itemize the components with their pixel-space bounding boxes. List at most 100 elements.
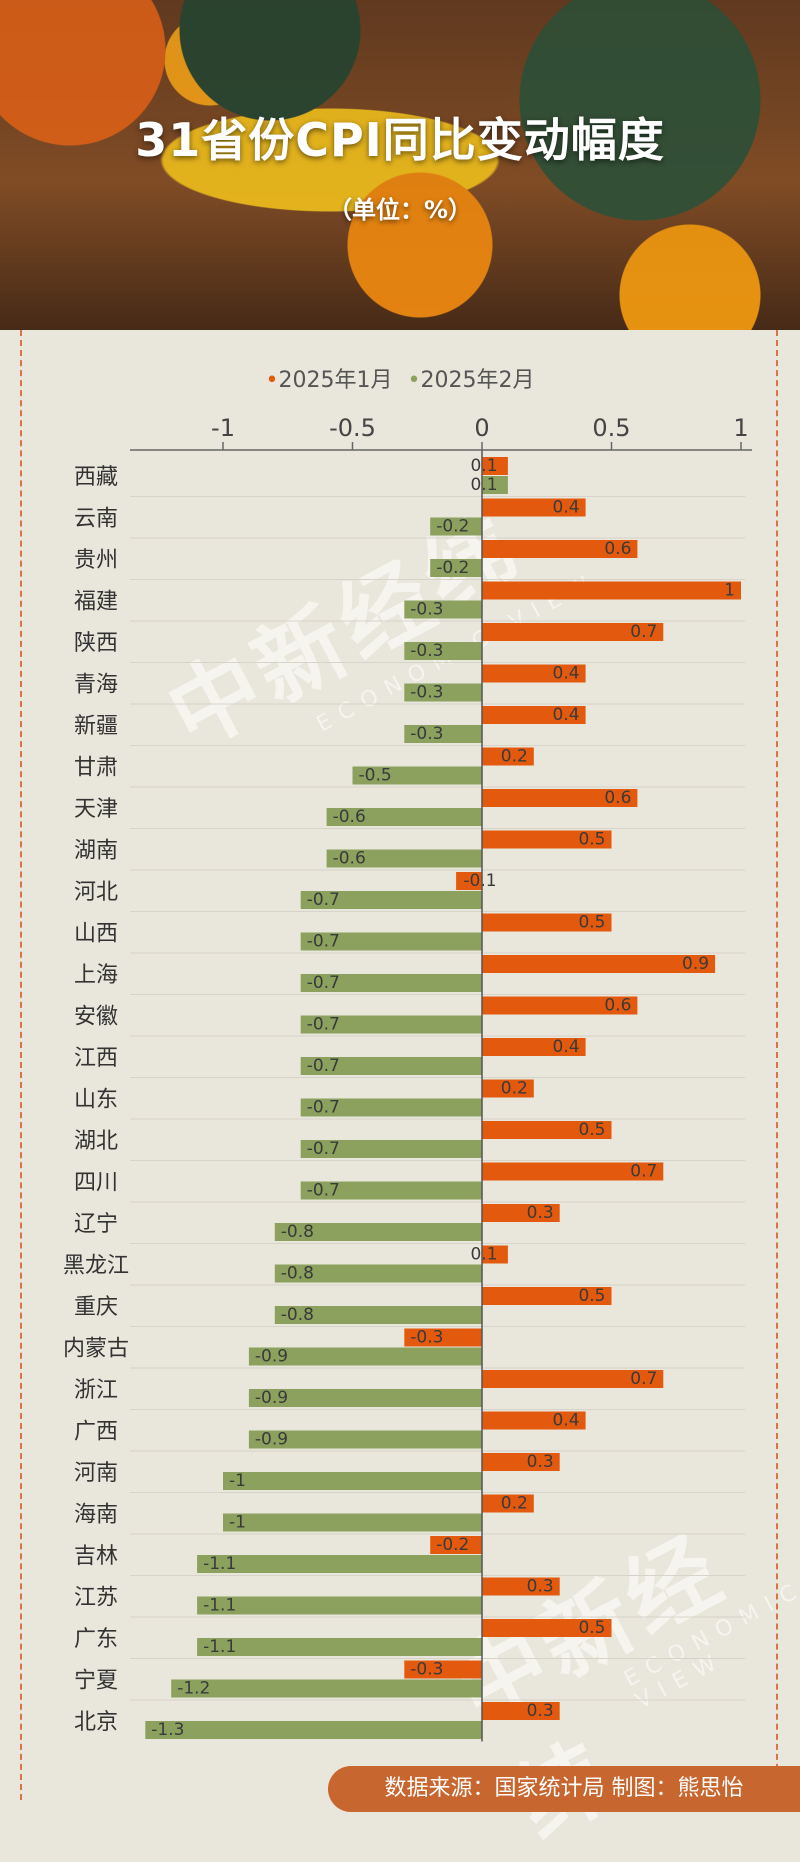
x-tick-label: 0.5: [592, 414, 630, 442]
category-label: 江苏: [74, 1585, 118, 1610]
bar-feb: [352, 766, 482, 785]
bar-jan: [482, 955, 716, 973]
bar-feb: [430, 517, 482, 536]
value-label-feb: -0.3: [410, 641, 443, 661]
bar-jan: [482, 664, 586, 683]
category-label: 福建: [74, 589, 118, 614]
chart-title: 31省份CPI同比变动幅度: [135, 113, 665, 167]
header-banner-shade: [0, 0, 800, 330]
bar-feb: [404, 683, 482, 702]
bar-feb: [145, 1721, 483, 1739]
category-label: 广西: [74, 1419, 118, 1444]
value-label-jan: 0.1: [470, 1245, 497, 1265]
value-label-feb: -0.7: [307, 1015, 340, 1035]
bar-feb: [197, 1596, 482, 1615]
category-label: 内蒙古: [63, 1336, 129, 1361]
value-label-jan: 0.5: [578, 1618, 605, 1638]
value-label-jan: 0.2: [501, 1494, 528, 1514]
legend-label-feb: 2025年2月: [420, 368, 535, 393]
bar-feb: [300, 932, 482, 951]
legend-dot-feb: •: [407, 368, 421, 393]
bar-feb: [248, 1347, 482, 1366]
bar-feb: [482, 476, 508, 494]
value-label-feb: -0.3: [410, 724, 443, 744]
value-label-jan: 0.2: [501, 1079, 528, 1099]
legend-dot-jan: •: [265, 368, 279, 393]
bar-jan: [456, 872, 482, 890]
value-label-jan: 0.4: [553, 498, 580, 518]
bar-jan: [482, 789, 638, 807]
category-label: 青海: [74, 672, 118, 697]
category-label: 浙江: [74, 1378, 118, 1403]
value-label-jan: 0.5: [578, 1120, 605, 1140]
value-label-jan: -0.1: [463, 871, 496, 891]
bar-jan: [482, 1038, 586, 1056]
value-label-feb: -0.7: [307, 932, 340, 952]
category-label: 北京: [74, 1710, 118, 1735]
bar-feb: [404, 725, 482, 743]
bar-jan: [482, 1577, 560, 1596]
category-label: 上海: [74, 963, 118, 988]
value-label-feb: -0.3: [410, 600, 443, 620]
value-label-feb: -0.3: [410, 683, 443, 703]
legend-item-feb: •2025年2月: [408, 368, 535, 393]
value-label-feb: 0.1: [470, 475, 497, 495]
value-label-feb: -0.6: [333, 807, 366, 827]
bar-jan: [482, 1494, 534, 1513]
bar-jan: [482, 540, 638, 558]
bar-jan: [482, 581, 741, 600]
bar-feb: [326, 808, 482, 826]
value-label-feb: -1.1: [203, 1596, 236, 1616]
value-label-jan: 0.1: [470, 456, 497, 476]
value-label-jan: 0.4: [553, 1037, 580, 1057]
value-label-jan: 0.4: [553, 664, 580, 684]
bar-feb: [274, 1306, 482, 1324]
bar-jan: [482, 830, 612, 849]
bar-feb: [300, 891, 482, 909]
value-label-jan: 0.5: [578, 830, 605, 850]
value-label-feb: -0.6: [333, 849, 366, 869]
bar-jan: [482, 1162, 664, 1181]
bar-feb: [171, 1679, 482, 1698]
value-label-feb: -1.2: [177, 1679, 210, 1699]
bar-feb: [300, 1057, 482, 1075]
value-label-jan: 0.3: [527, 1577, 554, 1597]
bar-feb: [300, 1098, 482, 1117]
value-label-jan: 0.5: [578, 1286, 605, 1306]
value-label-feb: -0.5: [359, 766, 392, 786]
category-label: 宁夏: [74, 1668, 118, 1693]
bar-jan: [482, 1370, 664, 1388]
category-label: 吉林: [74, 1544, 118, 1569]
bar-jan: [430, 1536, 482, 1554]
category-label: 江西: [74, 1046, 118, 1071]
category-label: 海南: [74, 1502, 118, 1527]
value-label-feb: -0.8: [281, 1305, 314, 1325]
value-label-jan: 0.3: [527, 1203, 554, 1223]
category-label: 新疆: [74, 714, 118, 739]
x-tick-label: -0.5: [329, 414, 376, 442]
bar-feb: [197, 1638, 482, 1656]
bar-jan: [482, 1453, 560, 1471]
value-label-jan: 0.7: [630, 622, 657, 642]
value-label-feb: -1: [229, 1513, 246, 1533]
value-label-feb: -0.7: [307, 890, 340, 910]
value-label-feb: -0.7: [307, 1139, 340, 1159]
chart-legend: •2025年1月 •2025年2月: [0, 362, 800, 394]
x-tick-label: 0: [474, 414, 489, 442]
category-label: 天津: [74, 797, 118, 822]
category-label: 西藏: [74, 465, 118, 490]
bar-feb: [197, 1555, 482, 1573]
bar-jan: [404, 1660, 482, 1679]
value-label-feb: -1.3: [151, 1720, 184, 1740]
bar-feb: [274, 1223, 482, 1241]
bar-feb: [223, 1472, 482, 1490]
value-label-jan: 0.6: [604, 996, 631, 1016]
value-label-feb: -0.2: [436, 558, 469, 578]
value-label-jan: 0.4: [553, 1411, 580, 1431]
bar-feb: [326, 849, 482, 868]
footer-source: 数据来源：国家统计局 制图：熊思怡: [328, 1766, 800, 1812]
bar-feb: [248, 1430, 482, 1449]
chart-frame: [20, 330, 778, 1800]
bar-jan: [482, 706, 586, 724]
